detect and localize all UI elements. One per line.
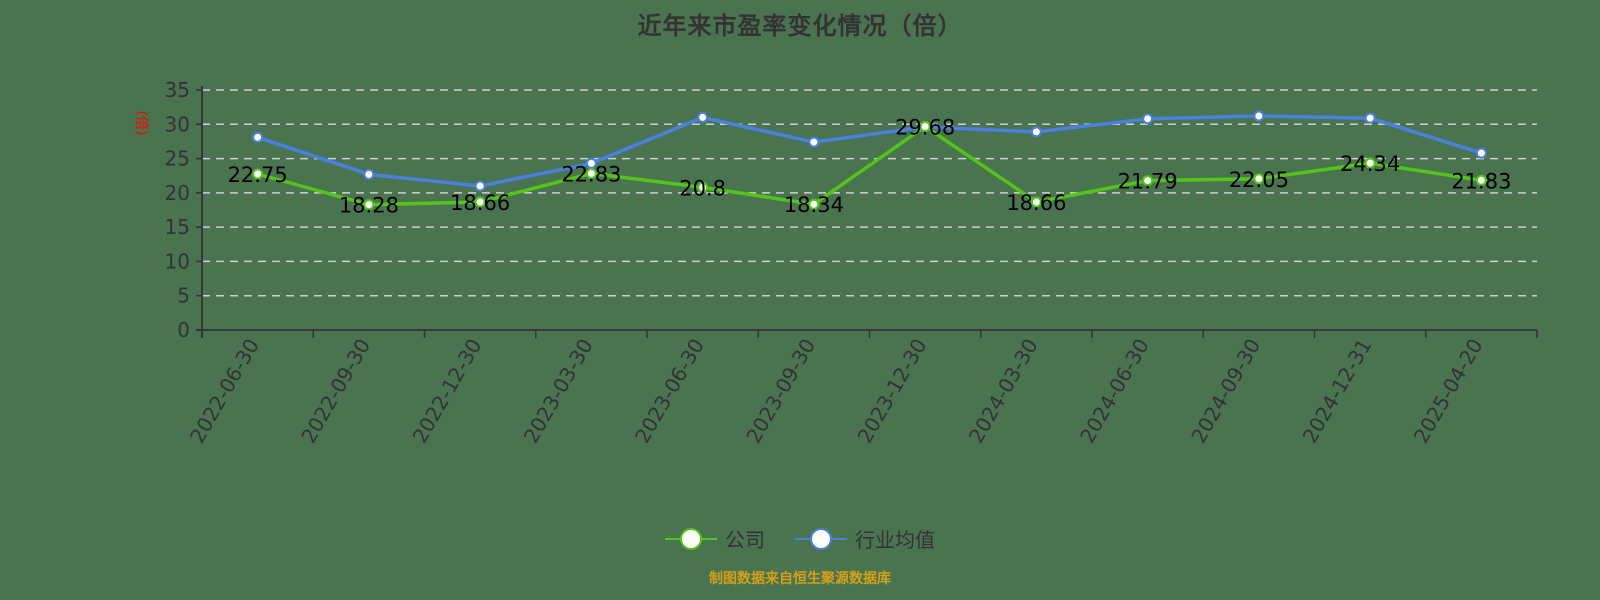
- data-source-note: 制图数据来自恒生聚源数据库: [709, 571, 891, 587]
- data-point: [1142, 113, 1154, 125]
- data-point: [252, 168, 264, 180]
- data-label: 29.68: [895, 115, 955, 139]
- axes: 0 5 10 15 20 25 30 35 (倍) 2022-06-30 2022-09-30 202…: [133, 78, 1538, 448]
- data-point: [585, 167, 597, 179]
- company-line: [257, 124, 1482, 207]
- data-point: [1142, 175, 1154, 187]
- data-point: [808, 198, 820, 210]
- data-point: [363, 168, 375, 180]
- data-point: [919, 120, 931, 132]
- data-point: [1253, 110, 1265, 122]
- legend-dot: [810, 527, 832, 550]
- data-label: 22.75: [228, 163, 288, 187]
- x-tick-label: 2022-09-30: [296, 335, 375, 448]
- data-label: 18.28: [339, 194, 399, 218]
- data-label: 18.34: [784, 193, 844, 217]
- data-label: 20.8: [679, 176, 726, 200]
- grid-lines: [202, 89, 1537, 297]
- series-lines: [252, 110, 1487, 211]
- data-label: 24.34: [1340, 152, 1400, 176]
- x-tick-label: 2024-12-31: [1298, 335, 1377, 448]
- x-tick-label: 2023-06-30: [630, 335, 709, 448]
- y-tick-label: 30: [165, 112, 190, 136]
- chart-title: 近年来市盈率变化情况（倍）: [637, 12, 963, 40]
- data-point: [1030, 196, 1042, 208]
- x-tick-label: 2024-09-30: [1186, 335, 1265, 448]
- data-point: [585, 157, 597, 169]
- y-tick-label: 5: [177, 284, 190, 308]
- data-point: [1475, 174, 1487, 186]
- x-tick-label: 2025-04-20: [1409, 335, 1488, 448]
- x-tick-label: 2023-03-30: [519, 335, 598, 448]
- data-point: [252, 131, 264, 143]
- x-tick-label: 2023-12-30: [853, 335, 932, 448]
- data-label: 22.05: [1229, 168, 1289, 192]
- x-tick-label: 2024-03-30: [964, 335, 1043, 448]
- data-point: [1475, 147, 1487, 159]
- circle-line-icon: [665, 527, 717, 551]
- data-point: [363, 199, 375, 211]
- legend-label: 行业均值: [855, 528, 935, 552]
- legend: 公司 行业均值: [0, 524, 1600, 553]
- data-label: 22.83: [561, 162, 621, 186]
- data-label: 18.66: [1006, 191, 1066, 215]
- y-tick-label: 10: [165, 249, 190, 273]
- data-point: [808, 136, 820, 148]
- data-label: 18.66: [450, 191, 510, 215]
- circle-line-icon: [795, 527, 847, 551]
- data-labels: 22.75 18.28 18.66 22.83 20.8 18.34 29.68 18.66 2…: [228, 115, 1512, 217]
- x-tick-label: 2022-12-30: [408, 335, 487, 448]
- y-tick-label: 0: [177, 318, 190, 342]
- y-tick-label: 25: [165, 147, 190, 171]
- data-point: [697, 111, 709, 123]
- x-tick-label: 2022-06-30: [185, 335, 264, 448]
- industry-average-line: [257, 114, 1482, 188]
- y-axis-label: (倍): [133, 111, 149, 136]
- data-point: [474, 196, 486, 208]
- x-tick-label: 2023-09-30: [741, 335, 820, 448]
- y-tick-label: 20: [165, 181, 190, 205]
- y-tick-label: 35: [165, 78, 190, 102]
- data-point: [1364, 112, 1376, 124]
- legend-item-company[interactable]: 公司: [665, 524, 765, 553]
- data-point: [1253, 173, 1265, 185]
- legend-label: 公司: [725, 528, 765, 552]
- data-point: [1364, 157, 1376, 169]
- data-point: [1030, 126, 1042, 138]
- x-tick-label: 2024-06-30: [1075, 335, 1154, 448]
- data-point: [474, 180, 486, 192]
- y-tick-label: 15: [165, 215, 190, 239]
- legend-dot: [680, 527, 702, 550]
- data-label: 21.79: [1118, 170, 1178, 194]
- data-label: 21.83: [1451, 169, 1511, 193]
- data-point: [697, 181, 709, 193]
- legend-item-industry-average[interactable]: 行业均值: [795, 524, 935, 553]
